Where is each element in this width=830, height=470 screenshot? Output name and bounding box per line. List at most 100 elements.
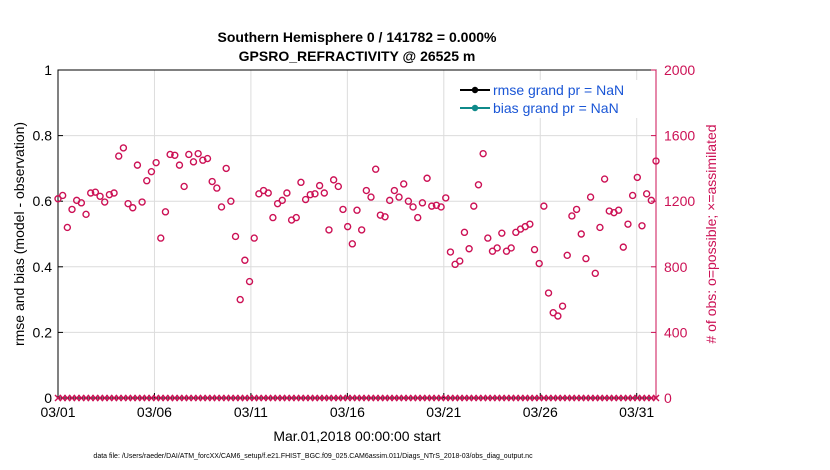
possible-obs-point	[245, 277, 254, 286]
possible-obs-point	[381, 213, 389, 221]
possible-obs-point	[264, 189, 272, 197]
possible-obs-point	[386, 196, 394, 205]
left-y-axis: 0 0.2 0.4 0.6 0.8 1	[33, 62, 63, 406]
possible-obs-point	[362, 186, 371, 195]
possible-obs-point	[530, 245, 539, 254]
y-tick-label: 0	[44, 390, 52, 406]
chart-title-line1: Southern Hemisphere 0 / 141782 = 0.000%	[218, 29, 498, 45]
possible-obs-point	[432, 201, 441, 210]
possible-obs-point	[423, 174, 431, 182]
possible-obs-point	[572, 205, 581, 214]
possible-obs-point	[540, 202, 548, 210]
y2-tick-label: 1200	[664, 193, 695, 209]
possible-obs-point	[306, 190, 314, 199]
possible-obs-point	[199, 156, 207, 164]
possible-obs-point	[175, 161, 184, 169]
possible-obs-point	[241, 256, 249, 264]
possible-obs-point	[143, 176, 151, 185]
grid-lines	[58, 70, 656, 398]
possible-obs-point	[194, 149, 202, 158]
possible-obs-point	[157, 234, 165, 242]
legend-box	[450, 80, 650, 118]
possible-obs-point	[628, 191, 637, 200]
right-y-axis: 0 400 800 1200 1600 2000	[651, 62, 695, 406]
x-mark-stroke	[652, 394, 660, 402]
x-tick-label: 03/11	[234, 404, 268, 420]
possible-obs-point	[301, 195, 310, 204]
possible-obs-point	[498, 229, 506, 237]
legend-bias-marker	[471, 104, 479, 112]
possible-obs-point	[526, 220, 534, 228]
possible-obs-point	[325, 226, 333, 234]
possible-obs-point	[357, 226, 366, 234]
y2-tick-label: 0	[664, 390, 672, 406]
x-tick-label: 03/06	[137, 404, 172, 420]
possible-obs-point	[400, 180, 408, 188]
x-tick-label: 03/31	[619, 404, 654, 420]
possible-obs-point	[624, 220, 632, 228]
possible-obs-point	[171, 151, 179, 159]
possible-obs-point	[479, 149, 487, 158]
possible-obs-point	[638, 222, 646, 230]
possible-obs-point	[185, 150, 193, 159]
possible-obs-point	[124, 199, 132, 208]
possible-obs-point	[563, 251, 571, 260]
possible-obs-point	[101, 198, 109, 206]
x-axis: 03/01 03/06 03/11 03/16 03/21 03/26 03/31	[40, 393, 654, 420]
y2-tick-label: 800	[664, 259, 688, 275]
possible-obs-point	[371, 165, 380, 173]
possible-obs-point	[544, 289, 553, 297]
possible-obs-point	[166, 150, 174, 159]
possible-obs-point	[315, 181, 324, 190]
possible-obs-point	[390, 186, 399, 195]
assimilated-obs-markers	[54, 394, 660, 402]
possible-obs-point	[470, 202, 478, 210]
x-tick-label: 03/21	[426, 404, 461, 420]
possible-obs-point	[110, 189, 118, 197]
possible-obs-point	[605, 207, 613, 215]
possible-obs-point	[77, 199, 86, 207]
possible-obs-point	[63, 223, 72, 232]
possible-obs-point	[591, 269, 599, 278]
possible-obs-point	[437, 203, 445, 211]
possible-obs-point	[376, 211, 385, 219]
possible-obs-point	[297, 178, 305, 187]
possible-obs-point	[348, 240, 357, 248]
possible-obs-point	[119, 144, 128, 152]
legend-bias-label: bias grand pr = NaN	[493, 100, 619, 116]
possible-obs-point	[311, 190, 319, 198]
possible-obs-point	[231, 232, 240, 241]
possible-obs-point	[428, 202, 436, 210]
y-tick-label: 0.4	[33, 259, 53, 275]
possible-obs-point	[442, 194, 450, 202]
possible-obs-point	[446, 248, 455, 256]
possible-obs-point	[147, 167, 156, 176]
possible-obs-point	[91, 188, 100, 196]
y-tick-label: 0.2	[33, 324, 53, 340]
possible-obs-point	[474, 181, 483, 189]
possible-obs-point	[586, 193, 595, 201]
possible-obs-point	[236, 295, 244, 304]
possible-obs-point	[180, 182, 188, 191]
possible-obs-point	[105, 190, 114, 199]
possible-obs-point	[152, 158, 160, 167]
chart-title-line2: GPSRO_REFRACTIVITY @ 26525 m	[239, 48, 476, 64]
possible-obs-point	[278, 196, 286, 205]
possible-obs-point	[334, 182, 343, 191]
data-file-footnote: data file: /Users/raeder/DAI/ATM_forcXX/…	[93, 453, 533, 460]
possible-obs-point	[227, 197, 235, 205]
possible-obs-point	[138, 198, 146, 206]
possible-obs-point	[96, 192, 104, 200]
legend: rmse grand pr = NaN bias grand pr = NaN	[450, 80, 650, 118]
y-tick-label: 0.8	[33, 128, 53, 144]
possible-obs-point	[283, 189, 291, 197]
assimilated-obs-point	[652, 394, 660, 402]
possible-obs-point	[642, 190, 651, 198]
legend-rmse-marker	[471, 86, 479, 94]
possible-obs-point	[409, 203, 417, 211]
possible-obs-point	[535, 259, 543, 268]
possible-obs-point	[647, 196, 656, 205]
possible-obs-point	[465, 245, 473, 253]
y2-tick-label: 2000	[664, 62, 695, 78]
possible-obs-point	[68, 205, 76, 214]
